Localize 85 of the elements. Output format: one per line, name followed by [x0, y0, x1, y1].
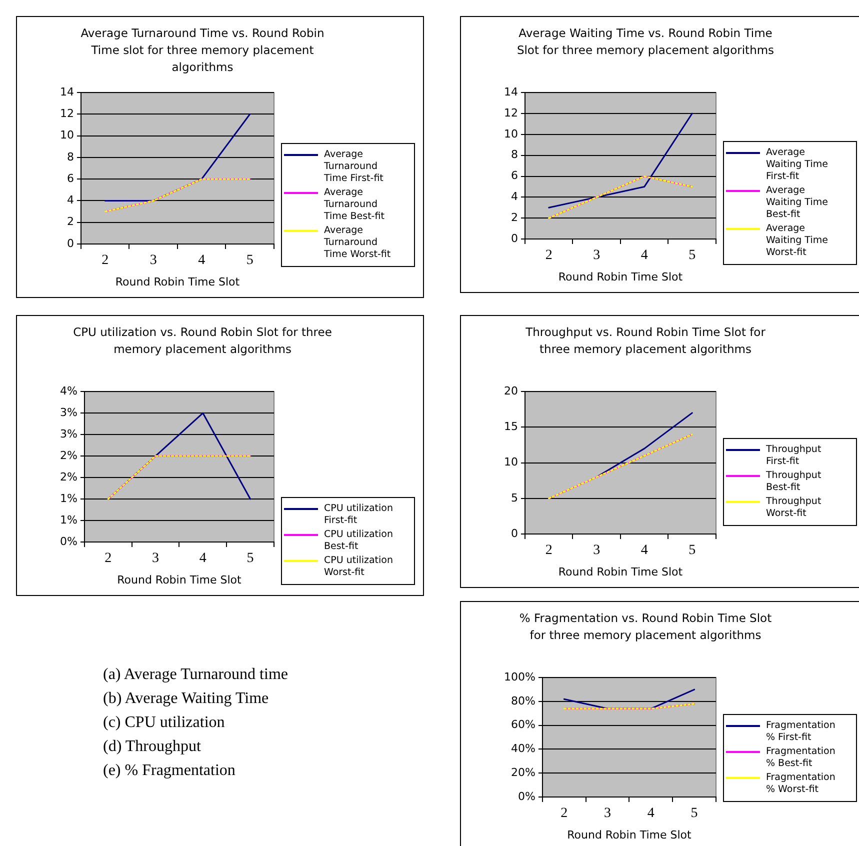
y-tick-label: 2: [66, 215, 74, 228]
legend-label: Average Turnaround Time Best-fit: [324, 187, 386, 223]
x-tick-label: 4: [199, 551, 206, 566]
y-tick-label: 3%: [60, 427, 78, 440]
legend-label: Average Turnaround Time First-fit: [324, 149, 384, 185]
y-tick-label: 12: [504, 106, 518, 120]
text: (c) CPU utilization: [103, 713, 226, 733]
y-tick-label: 0: [66, 236, 74, 250]
y-tick-label: 2: [510, 210, 518, 224]
y-tick-label: 0%: [60, 534, 78, 548]
y-tick-label: 4: [510, 190, 518, 204]
legend-label: Throughput Best-fit: [766, 470, 822, 494]
x-tick-label: 4: [640, 248, 648, 264]
x-tick-label: 2: [560, 806, 568, 822]
chart-title: CPU utilization vs. Round Robin Slot for three memory placement algorithms: [72, 324, 333, 358]
x-tick-label: 4: [198, 253, 206, 268]
x-tick-label: 2: [545, 543, 552, 558]
chart-title: % Fragmentation vs. Round Robin Time Slot for three memory placement algorithms: [518, 610, 773, 644]
y-tick-label: 14: [504, 85, 518, 98]
x-tick-label: 2: [102, 253, 109, 268]
y-tick-label: 10: [504, 456, 518, 469]
legend-label: Fragmentation % Worst-fit: [766, 772, 836, 796]
y-tick-label: 10: [60, 128, 74, 142]
chart-title: Throughput vs. Round Robin Time Slot for three memory placement algorithms: [524, 324, 766, 358]
x-tick-label: 3: [152, 551, 160, 566]
y-tick-label: 4: [66, 194, 74, 207]
x-tick-label: 5: [246, 253, 254, 268]
chart-title: Average Turnaround Time vs. Round Robin Time slot for three memory placement algorithms: [80, 25, 326, 76]
x-axis-title: Round Robin Time Slot: [567, 828, 692, 842]
x-tick-label: 5: [246, 551, 254, 566]
legend-label: CPU utilization Worst-fit: [324, 555, 394, 579]
y-tick-label: 2%: [60, 470, 78, 484]
y-tick-label: 12: [60, 107, 74, 120]
legend-label: CPU utilization Best-fit: [324, 529, 394, 553]
y-tick-label: 10: [504, 127, 518, 140]
y-tick-label: 2%: [60, 448, 78, 462]
y-tick-label: 0%: [518, 790, 536, 803]
y-tick-label: 6: [510, 169, 518, 182]
legend-label: Average Waiting Time Worst-fit: [766, 222, 829, 259]
legend-label: CPU utilization First-fit: [324, 503, 394, 527]
y-tick-label: 0: [510, 232, 518, 245]
y-tick-label: 100%: [504, 670, 536, 684]
y-tick-label: 4%: [60, 384, 78, 398]
y-tick-label: 0: [510, 526, 518, 540]
y-tick-label: 20: [504, 384, 518, 398]
x-axis-title: Round Robin Time Slot: [115, 275, 240, 288]
legend-label: Fragmentation % Best-fit: [766, 746, 836, 770]
text: (b) Average Waiting Time: [103, 689, 270, 709]
x-tick-label: 3: [604, 806, 612, 822]
text: (e) % Fragmentation: [103, 761, 236, 781]
y-tick-label: 8: [66, 150, 74, 164]
y-tick-label: 5: [510, 491, 518, 504]
chart-title: Average Waiting Time vs. Round Robin Time Slot for three memory placement algorithms: [516, 25, 775, 59]
x-tick-label: 3: [593, 248, 600, 264]
x-tick-label: 4: [640, 543, 648, 558]
x-tick-label: 3: [150, 253, 157, 268]
x-tick-label: 5: [688, 543, 696, 558]
y-tick-label: 15: [504, 420, 518, 434]
y-tick-label: 60%: [510, 718, 536, 732]
y-tick-label: 14: [60, 85, 74, 98]
legend-label: Throughput First-fit: [766, 444, 822, 468]
legend-label: Fragmentation % First-fit: [766, 720, 836, 744]
y-tick-label: 1%: [60, 513, 78, 526]
x-tick-label: 2: [104, 551, 112, 566]
y-tick-label: 8: [510, 148, 518, 162]
legend-label: Average Waiting Time Best-fit: [766, 184, 829, 221]
legend-label: Average Waiting Time First-fit: [766, 146, 829, 183]
x-tick-label: 5: [688, 248, 696, 264]
y-tick-label: 3%: [60, 406, 78, 419]
legend-label: Average Turnaround Time Worst-fit: [324, 225, 392, 261]
x-tick-label: 2: [545, 248, 552, 264]
y-tick-label: 6: [66, 172, 74, 185]
y-tick-label: 40%: [510, 742, 536, 756]
text: (d) Throughput: [103, 737, 202, 757]
x-tick-label: 5: [690, 806, 698, 822]
x-axis-title: Round Robin Time Slot: [558, 565, 684, 578]
x-tick-label: 4: [647, 806, 654, 822]
legend-label: Throughput Worst-fit: [766, 496, 822, 520]
y-tick-label: 20%: [510, 766, 536, 779]
x-axis-title: Round Robin Time Slot: [117, 573, 242, 586]
y-tick-label: 80%: [510, 694, 536, 708]
x-axis-title: Round Robin Time Slot: [558, 270, 684, 284]
text: (a) Average Turnaround time: [103, 665, 289, 685]
y-tick-label: 1%: [60, 492, 78, 505]
x-tick-label: 3: [593, 543, 600, 558]
